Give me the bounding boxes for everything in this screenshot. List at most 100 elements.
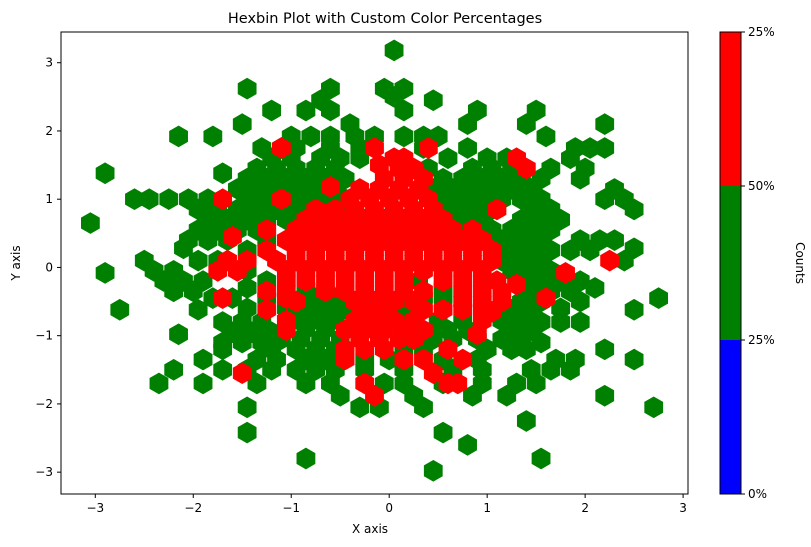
hexbin-cell-green [193, 372, 213, 395]
hexbin-cell-green [232, 113, 252, 135]
hexbin-cell-red [276, 319, 296, 342]
hexbin-cell-red [438, 338, 458, 361]
colorbar-ticks: 0% 25% 50% 25% [741, 25, 775, 501]
x-axis-ticks: −3 −2 −1 0 1 2 3 [86, 494, 687, 515]
plot-frame [60, 31, 689, 495]
hexbin-cell-green [458, 137, 477, 159]
hexbin-cell-red [232, 362, 252, 385]
chart-title: Hexbin Plot with Custom Color Percentage… [228, 11, 542, 27]
hexbin-cell-green [169, 323, 188, 346]
hexbin-cell-green [232, 331, 252, 354]
hexbin-cell-green [262, 358, 282, 381]
hexbin-cell-green [296, 372, 316, 395]
hexbin-cell-green [394, 99, 414, 122]
hexbin-cell-green [551, 311, 571, 333]
hexbin-cell-green [570, 167, 590, 190]
hexbin-cell-green [164, 358, 184, 381]
hexbin-cell-red [536, 287, 556, 309]
y-axis-ticks: −3 −2 −1 0 1 2 3 [35, 56, 61, 479]
hexbin-cell-green [169, 125, 188, 148]
hexbin-cell-green [330, 384, 350, 407]
hexbin-cell-red [355, 338, 375, 361]
hexbin-cell-red [414, 348, 433, 371]
x-tick-label: −1 [282, 501, 300, 515]
hexbin-cell-green [649, 287, 669, 309]
hexbin-cell-red [316, 280, 335, 303]
y-tick-label: −1 [35, 329, 53, 343]
hexbin-cell-green [423, 89, 443, 112]
hexbin-cell-red [321, 176, 340, 198]
hexbin-cell-green [605, 229, 624, 251]
hexbin-cell-green [237, 77, 257, 100]
y-tick-label: −3 [35, 465, 53, 479]
hexbin-cell-green [414, 396, 433, 419]
hexbin-cell-red [433, 298, 453, 321]
hexbin-cell-green [174, 237, 193, 260]
hexbin-cell-green [286, 358, 306, 381]
hexbin-cell-green [306, 358, 326, 381]
hexbin-cell-green [516, 410, 536, 432]
hexbin-cell-green [458, 113, 477, 135]
hexbin-cell-green [213, 162, 233, 185]
hexbin-cell-green [237, 396, 257, 419]
hexbin-cell-green [526, 372, 546, 395]
hexbin-cell-green [595, 338, 615, 361]
x-tick-label: 3 [679, 501, 687, 515]
hexbin-cell-green [624, 298, 644, 321]
colorbar-segment [720, 32, 741, 186]
x-tick-label: −2 [184, 501, 202, 515]
hexbin-cell-green [296, 447, 316, 470]
hexbin-cell-green [193, 348, 213, 371]
hexbin-cell-green [384, 39, 404, 62]
colorbar-frame [719, 31, 742, 495]
y-tick-label: −2 [35, 397, 53, 411]
hexbin-cell-red [213, 287, 233, 309]
y-tick-label: 2 [45, 124, 53, 138]
hexbin-cell-red [487, 198, 507, 221]
hexbin-cell-red [286, 290, 306, 313]
hexbin-cell-red [404, 328, 424, 350]
hexbin-cell-red [507, 273, 526, 296]
hexbin-cell-green [561, 147, 580, 170]
hexbin-cell-green [585, 277, 605, 299]
hexbin-cell-green [570, 311, 590, 333]
hexbin-cell-green [624, 198, 644, 221]
hexbin-cell-red [516, 157, 536, 180]
hexbin-cell-green [188, 249, 208, 272]
y-tick-label: 3 [45, 56, 53, 70]
hexbin-cell-green [95, 262, 115, 284]
colorbar-label: Counts [793, 242, 807, 284]
y-axis-label: Y axis [9, 245, 23, 281]
hexbin-cell-red [272, 137, 291, 159]
colorbar-tick-label: 50% [748, 179, 775, 193]
hexbin-cell-red [600, 249, 620, 272]
hexbin-cell-green [384, 85, 404, 108]
y-tick-label: 0 [45, 260, 53, 274]
hexbin-cell-red [296, 270, 316, 292]
hexbin-cell-green [595, 137, 615, 159]
hexbin-cell-green [644, 396, 664, 419]
hexbin-cell-red [453, 348, 473, 371]
hexbin-cell-green [536, 125, 556, 148]
hexbin-cell-red [448, 372, 468, 395]
colorbar-tick-label: 25% [748, 333, 775, 347]
hexbin-cell-green [531, 447, 551, 470]
hexbin-cell-green [438, 147, 458, 170]
hexbin-cell-green [541, 358, 561, 381]
colorbar-tick-label: 0% [748, 487, 767, 501]
hexbin-cell-green [561, 239, 580, 262]
hexbin-cell-green [516, 113, 536, 135]
x-tick-label: 1 [483, 501, 491, 515]
x-tick-label: −3 [86, 501, 104, 515]
y-tick-label: 1 [45, 192, 53, 206]
hexbin-cell-red [453, 298, 473, 321]
hexbin-cell-green [321, 99, 340, 122]
hexbin-cell-red [257, 298, 277, 321]
hexbin-cell-green [149, 372, 169, 395]
hexbin-cell-red [433, 270, 453, 292]
colorbar-tick-label: 25% [748, 25, 775, 39]
hexbin-cell-green [526, 99, 546, 122]
hexbin-cell-green [595, 113, 615, 135]
hexbin-cell-green [159, 188, 179, 211]
